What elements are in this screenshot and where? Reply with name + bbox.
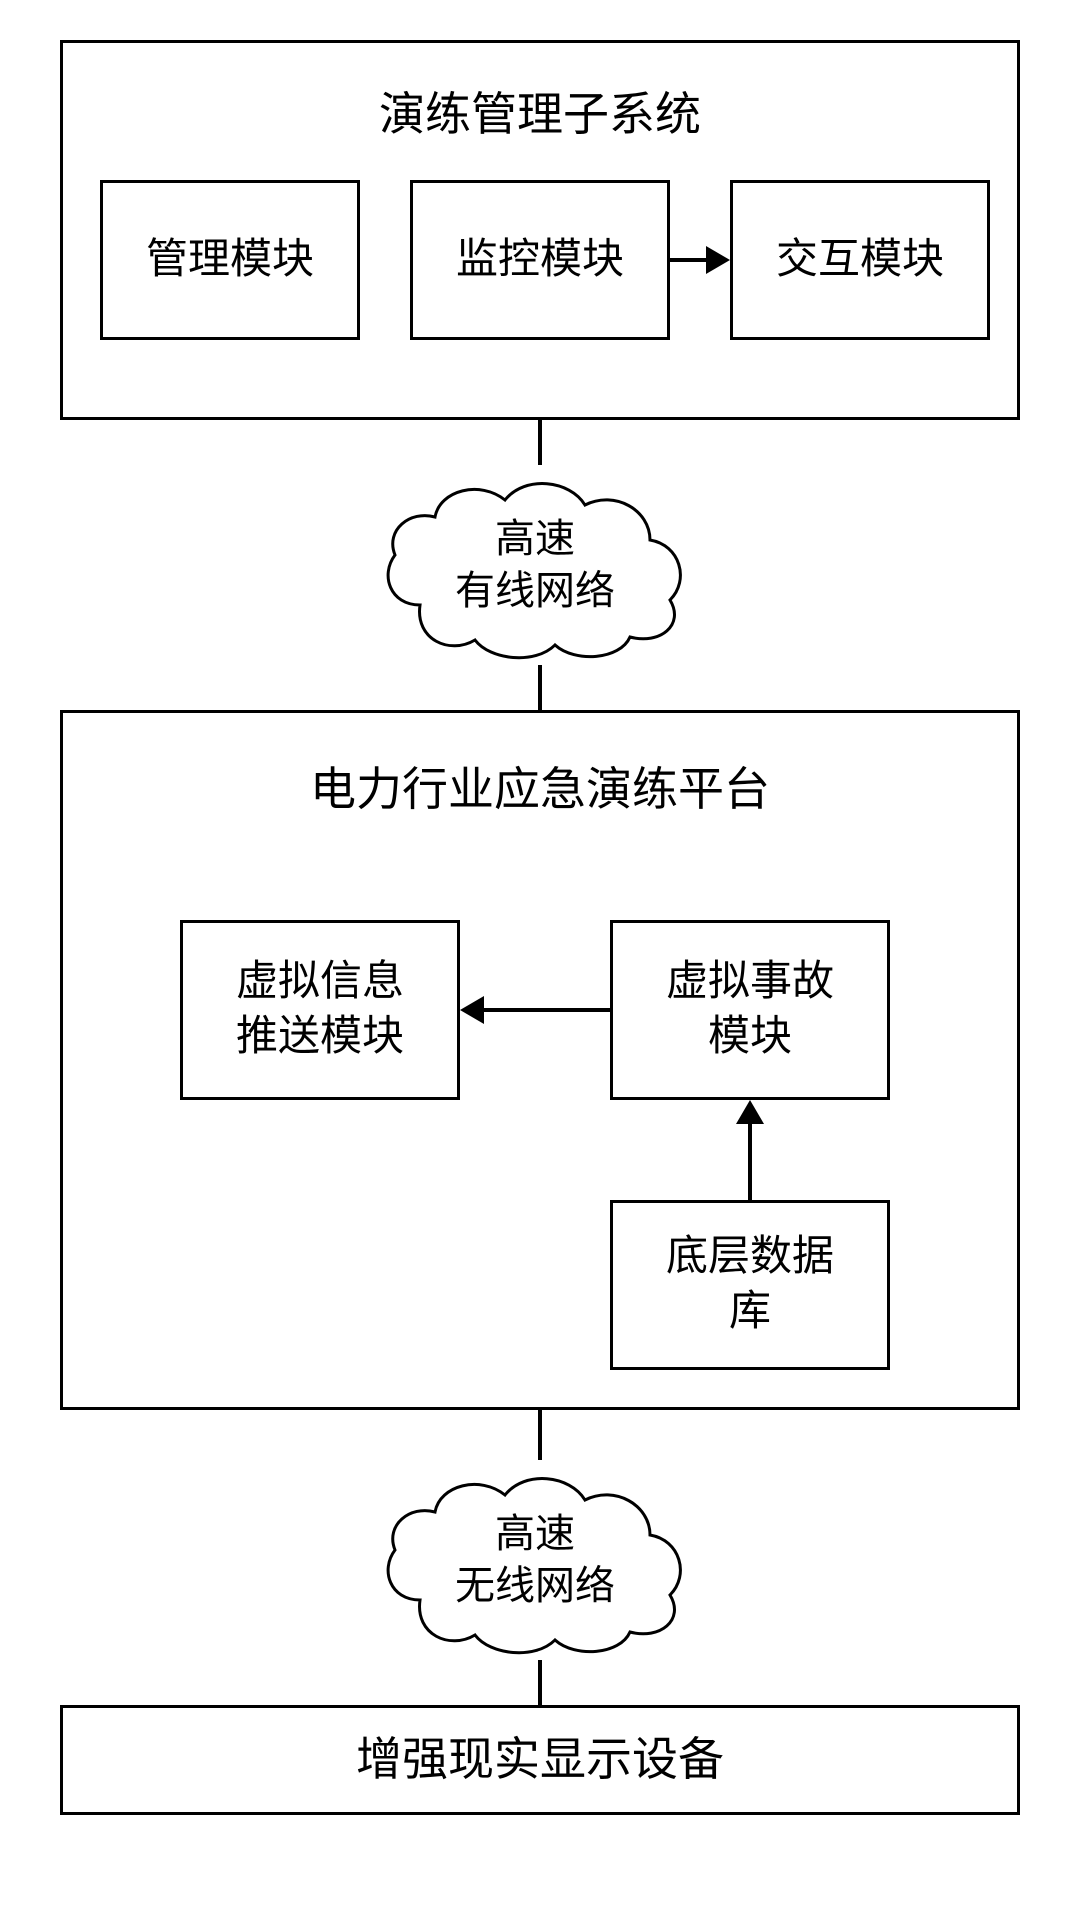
connector-middle-to-cloud2	[538, 1410, 542, 1460]
arrow-head-left-icon	[460, 996, 484, 1024]
cloud1-line2: 有线网络	[455, 568, 615, 613]
monitoring-module-label: 监控模块	[456, 233, 624, 288]
management-module-label: 管理模块	[146, 233, 314, 288]
cloud1-label: 高速 有线网络	[455, 513, 615, 617]
virtual-accident-label: 虚拟事故 模块	[666, 955, 834, 1064]
arrow-db-to-accident	[748, 1124, 752, 1200]
top-container-title: 演练管理子系统	[63, 78, 1017, 144]
connector-top-to-cloud1	[538, 420, 542, 465]
cloud1-line1: 高速	[495, 516, 575, 561]
interaction-module-label: 交互模块	[776, 233, 944, 288]
cloud2-label: 高速 无线网络	[455, 1508, 615, 1612]
virtual-accident-module: 虚拟事故 模块	[610, 920, 890, 1100]
arrow-head-right-icon	[706, 246, 730, 274]
cloud2-line1: 高速	[495, 1511, 575, 1556]
base-database-label: 底层数据 库	[666, 1230, 834, 1339]
arrow-accident-to-push	[484, 1008, 610, 1012]
cloud-wired-network: 高速 有线网络	[370, 465, 700, 665]
interaction-module: 交互模块	[730, 180, 990, 340]
monitoring-module: 监控模块	[410, 180, 670, 340]
ar-display-label: 增强现实显示设备	[356, 1730, 724, 1790]
virtual-info-push-module: 虚拟信息 推送模块	[180, 920, 460, 1100]
cloud2-line2: 无线网络	[455, 1563, 615, 1608]
arrow-monitor-to-interaction	[670, 258, 710, 262]
cloud-wireless-network: 高速 无线网络	[370, 1460, 700, 1660]
middle-container-title: 电力行业应急演练平台	[63, 753, 1017, 819]
management-module: 管理模块	[100, 180, 360, 340]
virtual-info-push-label: 虚拟信息 推送模块	[236, 955, 404, 1064]
connector-cloud1-to-middle	[538, 665, 542, 710]
arrow-head-up-icon	[736, 1100, 764, 1124]
ar-display-device: 增强现实显示设备	[60, 1705, 1020, 1815]
connector-cloud2-to-bottom	[538, 1660, 542, 1705]
base-database-module: 底层数据 库	[610, 1200, 890, 1370]
